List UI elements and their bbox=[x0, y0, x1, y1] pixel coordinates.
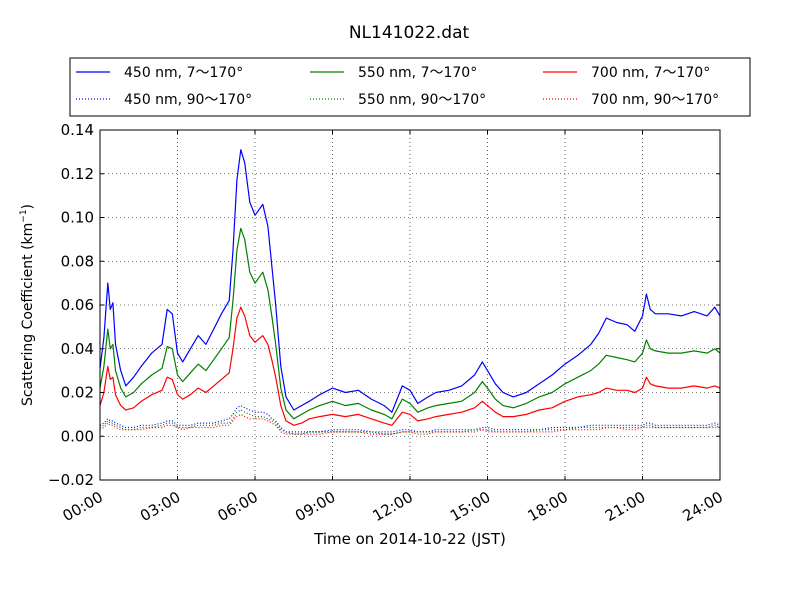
y-tick-label: 0.00 bbox=[61, 427, 94, 445]
y-tick-label: 0.02 bbox=[61, 384, 94, 402]
axis-ticks: 00:00 03:00 06:00 09:00 12:00 15:00 18:00 21:00… bbox=[48, 121, 726, 525]
legend-label-2: 700 nm, 7～170° bbox=[591, 65, 710, 81]
y-tick-label: 0.06 bbox=[61, 296, 94, 314]
y-axis-label-text: Scattering Coefficient (km bbox=[20, 223, 36, 406]
x-tick-label: 00:00 bbox=[60, 488, 106, 525]
y-tick-label: 0.14 bbox=[61, 121, 94, 139]
chart-title: NL141022.dat bbox=[349, 23, 470, 43]
x-axis-label: Time on 2014-10-22 (JST) bbox=[313, 530, 506, 548]
y-axis-label: Scattering Coefficient (km−1) bbox=[19, 204, 36, 406]
series-line-0 bbox=[99, 149, 721, 413]
x-tick-label: 03:00 bbox=[137, 488, 183, 525]
x-tick-label: 18:00 bbox=[525, 488, 571, 525]
x-tick-label: 21:00 bbox=[602, 488, 648, 525]
x-tick-label: 24:00 bbox=[680, 488, 726, 525]
legend-box bbox=[69, 57, 751, 117]
y-tick-label: 0.08 bbox=[61, 252, 94, 270]
y-axis-label-close: ) bbox=[20, 204, 36, 209]
x-tick-label: 06:00 bbox=[215, 488, 261, 525]
x-tick-label: 12:00 bbox=[370, 488, 416, 525]
series-line-1 bbox=[99, 227, 721, 420]
y-axis-label-superscript: −1 bbox=[19, 209, 29, 222]
legend-label-0: 450 nm, 7～170° bbox=[124, 65, 243, 81]
legend-label-1: 550 nm, 7～170° bbox=[358, 65, 477, 81]
legend-label-3: 450 nm, 90～170° bbox=[124, 92, 252, 108]
series-line-5 bbox=[99, 413, 720, 435]
legend: 450 nm, 7～170° 550 nm, 7～170° 700 nm, 7～17… bbox=[69, 57, 751, 117]
y-tick-label: 0.04 bbox=[61, 340, 94, 358]
grid-lines bbox=[100, 130, 720, 480]
series-line-2 bbox=[99, 306, 721, 426]
legend-label-4: 550 nm, 90～170° bbox=[358, 92, 486, 108]
series-line-3 bbox=[99, 405, 721, 433]
y-tick-label: 0.10 bbox=[61, 209, 94, 227]
y-tick-label: −0.02 bbox=[48, 471, 94, 489]
x-tick-label: 15:00 bbox=[447, 488, 493, 525]
legend-label-5: 700 nm, 90～170° bbox=[591, 92, 719, 108]
series-layer bbox=[99, 149, 721, 435]
y-tick-label: 0.12 bbox=[61, 165, 94, 183]
x-tick-label: 09:00 bbox=[292, 488, 338, 525]
